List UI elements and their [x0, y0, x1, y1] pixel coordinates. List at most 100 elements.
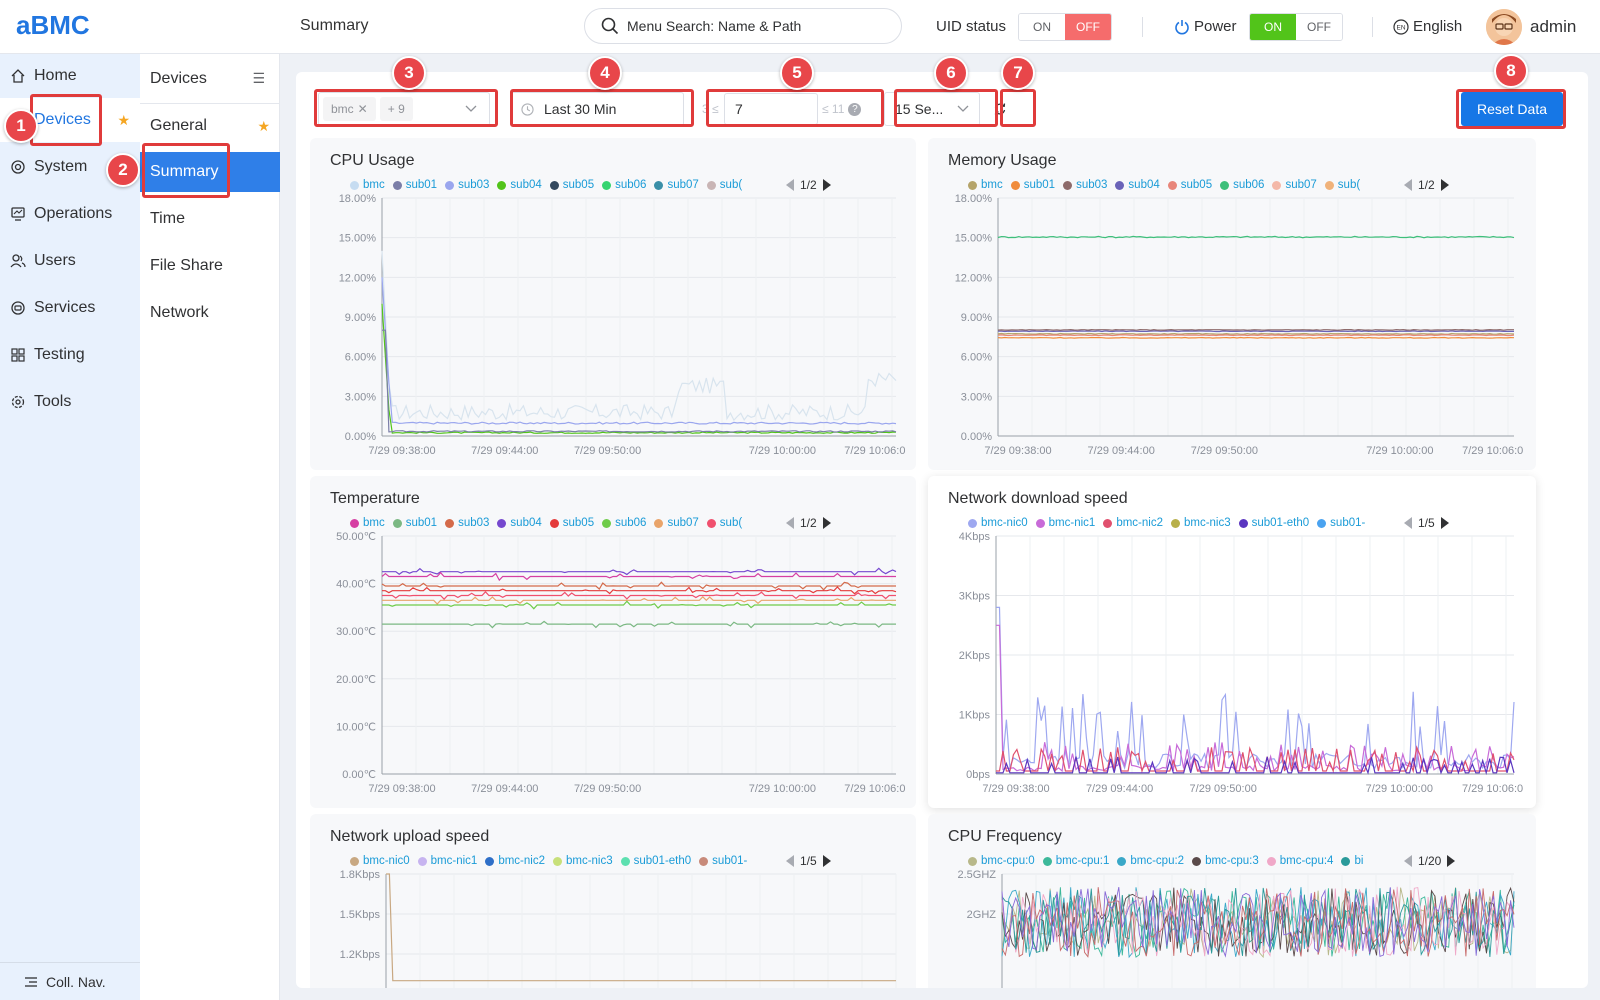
user-menu[interactable]: admin [1486, 9, 1576, 45]
legend-item[interactable]: bmc-nic0 [968, 517, 1028, 529]
legend-item[interactable]: bmc-nic1 [417, 855, 477, 867]
legend-item[interactable]: sub( [1324, 179, 1360, 191]
legend-prev-icon[interactable] [786, 517, 794, 529]
favorite-star-icon[interactable]: ★ [117, 111, 130, 128]
power-toggle[interactable]: ON OFF [1249, 13, 1343, 41]
legend-item[interactable]: bmc-cpu:1 [1042, 855, 1109, 867]
chart-plot[interactable]: 4Kbps 3Kbps 2Kbps 1Kbps 0bps 7/29 09:38:00 7/2… [928, 476, 1536, 808]
language-switcher[interactable]: EN English [1393, 18, 1462, 35]
legend-item[interactable]: sub01 [392, 179, 437, 191]
reset-data-button[interactable]: Reset Data [1461, 92, 1563, 126]
y-tick-label: 18.00% [955, 193, 993, 205]
legend-next-icon[interactable] [1440, 179, 1449, 191]
legend-item[interactable]: sub01- [1317, 517, 1365, 529]
legend-item[interactable]: sub03 [445, 517, 489, 529]
nav-item-users[interactable]: Users [0, 239, 140, 283]
legend-item[interactable]: bmc-cpu:2 [1117, 855, 1184, 867]
chart-plot[interactable]: 18.00% 15.00% 12.00% 9.00% 6.00% 3.00% 0.00% 7/… [310, 138, 916, 470]
nav-item-services[interactable]: Services [0, 286, 140, 330]
legend-item[interactable]: sub05 [1167, 179, 1212, 191]
legend-item[interactable]: bmc-nic3 [552, 855, 613, 867]
chart-plot[interactable]: 50.00℃ 40.00℃ 30.00℃ 20.00℃ 10.00℃ 0.00℃ 7/29 … [310, 476, 916, 808]
legend-label: sub06 [1233, 179, 1265, 191]
collapse-menu-icon[interactable]: ☰ [252, 70, 265, 86]
legend-prev-icon[interactable] [786, 179, 794, 191]
user-avatar[interactable] [1486, 9, 1522, 45]
legend-item[interactable]: bmc-nic3 [1170, 517, 1231, 529]
legend-item[interactable]: sub04 [497, 517, 542, 529]
legend-label: sub03 [1076, 179, 1108, 191]
legend-item[interactable]: sub01 [1010, 179, 1055, 191]
legend-item[interactable]: sub04 [497, 179, 542, 191]
sample-count-input[interactable]: 7 [724, 93, 818, 125]
subnav-item-summary[interactable]: Summary [140, 152, 280, 192]
legend-item[interactable]: sub07 [654, 517, 699, 529]
favorite-star-icon[interactable]: ★ [257, 117, 270, 134]
legend-prev-icon[interactable] [786, 855, 794, 867]
legend-item[interactable]: sub01- [699, 855, 747, 867]
device-select[interactable]: bmc ✕ + 9 [318, 92, 490, 126]
refresh-button[interactable] [986, 92, 1014, 126]
power-on-option[interactable]: ON [1250, 14, 1296, 40]
legend-item[interactable]: sub04 [1115, 179, 1160, 191]
legend-item[interactable]: sub06 [1220, 179, 1264, 191]
nav-item-testing[interactable]: Testing [0, 333, 140, 377]
subnav-item-file-share[interactable]: File Share [150, 257, 223, 274]
nav-item-tools[interactable]: Tools [0, 380, 140, 424]
legend-item[interactable]: bmc-cpu:0 [968, 855, 1035, 867]
legend-item[interactable]: bmc [350, 179, 385, 191]
legend-item[interactable]: sub01 [392, 517, 437, 529]
legend-item[interactable]: sub03 [445, 179, 489, 191]
legend-item[interactable]: bmc-nic2 [1103, 517, 1163, 529]
legend-item[interactable]: bmc [350, 517, 385, 529]
collapse-nav-button[interactable]: Coll. Nav. [0, 962, 140, 1000]
time-range-select[interactable]: Last 30 Min [510, 92, 684, 126]
legend-item[interactable]: sub( [706, 517, 742, 529]
power-off-option[interactable]: OFF [1296, 14, 1342, 40]
nav-item-system[interactable]: System [0, 145, 140, 189]
legend-item[interactable]: bmc [968, 179, 1003, 191]
uid-on-option[interactable]: ON [1019, 14, 1065, 40]
uid-status-toggle[interactable]: ON OFF [1018, 13, 1112, 41]
legend-item[interactable]: sub( [706, 179, 742, 191]
legend-item[interactable]: bmc-cpu:4 [1266, 855, 1333, 867]
legend-item[interactable]: sub05 [549, 517, 594, 529]
help-icon[interactable]: ? [848, 102, 862, 116]
legend-item[interactable]: bmc-nic1 [1035, 517, 1095, 529]
subnav-item-general[interactable]: General ★ [150, 117, 270, 134]
tag-close-icon[interactable]: ✕ [357, 102, 368, 116]
legend-prev-icon[interactable] [1404, 517, 1412, 529]
legend-item[interactable]: sub05 [549, 179, 594, 191]
legend-next-icon[interactable] [1447, 855, 1456, 867]
chart-plot[interactable]: 2.5GHZ 2GHZ [928, 814, 1536, 988]
uid-off-option[interactable]: OFF [1065, 14, 1111, 40]
annotation-badge: 6 [934, 56, 968, 90]
app-logo[interactable]: aBMC [16, 10, 90, 40]
legend-next-icon[interactable] [1440, 517, 1449, 529]
chart-plot[interactable]: 1.8Kbps 1.5Kbps 1.2Kbps [310, 814, 916, 988]
chart-plot[interactable]: 18.00% 15.00% 12.00% 9.00% 6.00% 3.00% 0.00% 7/… [928, 138, 1536, 470]
nav-item-home[interactable]: Home [0, 54, 140, 98]
legend-item[interactable]: bmc-nic0 [350, 855, 410, 867]
legend-item[interactable]: sub07 [1272, 179, 1317, 191]
legend-item[interactable]: sub07 [654, 179, 699, 191]
legend-item[interactable]: bmc-cpu:3 [1192, 855, 1259, 867]
legend-prev-icon[interactable] [1404, 855, 1412, 867]
legend-next-icon[interactable] [822, 855, 831, 867]
legend-item[interactable]: sub01-eth0 [620, 855, 691, 867]
legend-item[interactable]: sub01-eth0 [1238, 517, 1309, 529]
legend-next-icon[interactable] [822, 517, 831, 529]
menu-search-input[interactable]: Menu Search: Name & Path [584, 8, 902, 44]
legend-item[interactable]: sub06 [602, 179, 646, 191]
legend-item[interactable]: bi [1341, 855, 1363, 867]
legend-prev-icon[interactable] [1404, 179, 1412, 191]
refresh-interval-select[interactable]: 15 Se... [884, 92, 980, 126]
legend-item[interactable]: sub03 [1063, 179, 1107, 191]
legend-label: sub04 [510, 179, 542, 191]
nav-item-operations[interactable]: Operations [0, 192, 140, 236]
legend-next-icon[interactable] [822, 179, 831, 191]
legend-item[interactable]: bmc-nic2 [485, 855, 545, 867]
subnav-item-network[interactable]: Network [150, 304, 209, 321]
subnav-item-time[interactable]: Time [150, 210, 185, 227]
legend-item[interactable]: sub06 [602, 517, 646, 529]
